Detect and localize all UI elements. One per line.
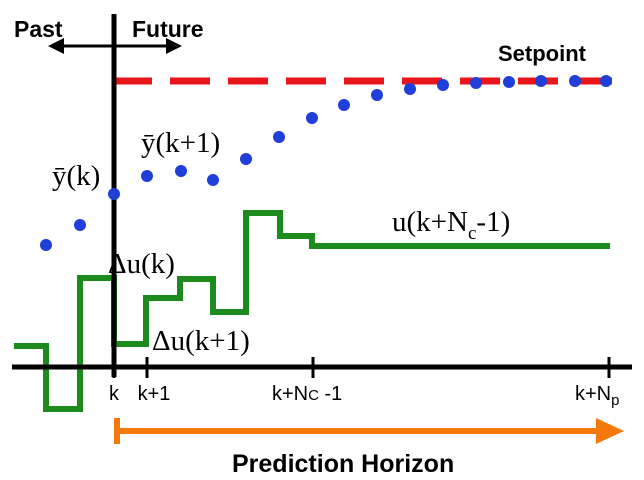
y-k1-label: ȳ(k+1) xyxy=(141,127,220,159)
prediction-dot xyxy=(404,83,416,95)
prediction-dot xyxy=(470,77,482,89)
tick-label-kNp: k+Np xyxy=(575,383,619,409)
tick-label-k1: k+1 xyxy=(138,383,171,405)
prediction-dot xyxy=(535,75,547,87)
prediction-points xyxy=(40,75,612,251)
prediction-dot xyxy=(338,99,350,111)
u-kNc-label: u(k+Nc-1) xyxy=(392,206,510,244)
prediction-dot xyxy=(503,76,515,88)
prediction-dot xyxy=(108,188,120,200)
y-k-label: ȳ(k) xyxy=(52,160,100,192)
prediction-dot xyxy=(306,112,318,124)
prediction-dot xyxy=(600,75,612,87)
setpoint-label: Setpoint xyxy=(498,41,587,66)
du-k-label: Δu(k) xyxy=(108,248,175,280)
past-label: Past xyxy=(14,16,63,42)
future-label: Future xyxy=(132,16,204,42)
prediction-dot xyxy=(207,174,219,186)
du-k1-label: Δu(k+1) xyxy=(152,325,250,357)
prediction-dot xyxy=(141,170,153,182)
prediction-dot xyxy=(569,75,581,87)
prediction-dot xyxy=(437,79,449,91)
tick-label-k: k xyxy=(109,383,120,405)
tick-label-kNc: k+NC -1 xyxy=(272,383,342,405)
double-headed-arrow-icon xyxy=(48,38,182,54)
prediction-dot xyxy=(371,89,383,101)
prediction-dot xyxy=(175,165,187,177)
prediction-horizon-label: Prediction Horizon xyxy=(232,450,454,478)
right-arrow-icon xyxy=(114,418,624,444)
prediction-dot xyxy=(40,239,52,251)
prediction-dot xyxy=(74,219,86,231)
prediction-dot xyxy=(273,131,285,143)
control-signal-line xyxy=(14,210,610,412)
prediction-dot xyxy=(240,153,252,165)
